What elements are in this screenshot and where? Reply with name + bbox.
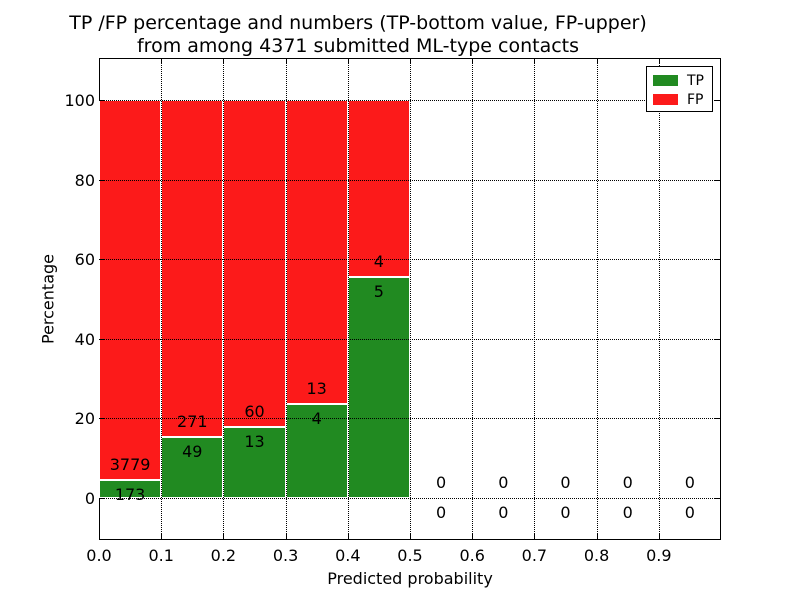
fp-count-label: 0	[684, 472, 695, 492]
plot-area: 3779 173 271 49 60 13 13 4 4 5 0 0 0 0 0 0 0 0 0 0	[99, 58, 721, 540]
x-tick-label: 0.4	[335, 546, 361, 565]
bar-tp-segment	[285, 404, 348, 498]
y-tick-label: 20	[74, 409, 95, 429]
bar-tp-segment	[99, 480, 162, 498]
y-tick-left	[100, 497, 105, 499]
y-tick-label: 80	[74, 170, 95, 190]
x-tick-bottom	[347, 534, 349, 539]
x-tick-top	[658, 59, 660, 64]
x-tick-top	[161, 59, 163, 64]
tp-count-label: 0	[498, 502, 509, 522]
bar-tp-segment	[161, 436, 224, 498]
tp-count-label: 0	[560, 502, 571, 522]
x-tick-label: 0.2	[210, 546, 237, 565]
bar-fp-segment	[347, 100, 410, 277]
x-tick-bottom	[161, 534, 163, 539]
y-tick-right	[715, 179, 720, 181]
bar-tp-segment	[223, 427, 286, 498]
tp-count-label: 0	[436, 502, 447, 522]
fp-count-label: 4	[373, 251, 384, 271]
bar-fp-segment	[223, 100, 286, 427]
fp-count-label: 0	[498, 472, 509, 492]
x-tick-bottom	[99, 534, 100, 539]
x-tick-top	[285, 59, 287, 64]
x-tick-label: 0.8	[583, 546, 610, 565]
x-tick-label: 0.9	[646, 546, 672, 565]
y-tick-right	[715, 100, 720, 102]
x-gridline	[410, 58, 411, 540]
bar-fp-segment	[99, 100, 162, 481]
tp-count-label: 0	[684, 502, 695, 522]
x-tick-top	[99, 59, 100, 64]
x-tick-bottom	[410, 534, 411, 539]
x-tick-label: 0.0	[86, 546, 112, 565]
y-tick-right	[715, 418, 720, 420]
x-tick-label: 0.3	[272, 546, 299, 565]
fp-count-label: 0	[436, 472, 447, 492]
x-gridline	[534, 58, 536, 540]
x-tick-bottom	[596, 534, 598, 539]
x-tick-top	[410, 59, 411, 64]
x-tick-bottom	[658, 534, 660, 539]
fp-count-label: 13	[306, 379, 327, 399]
x-tick-top	[223, 59, 225, 64]
x-gridline	[161, 58, 163, 540]
legend-swatch-tp-icon	[653, 75, 678, 86]
x-tick-top	[534, 59, 536, 64]
x-gridline	[347, 58, 349, 540]
legend-entry-fp: FP	[653, 90, 712, 109]
x-tick-top	[472, 59, 474, 64]
x-gridline	[658, 58, 660, 540]
y-tick-label: 100	[64, 91, 95, 111]
y-tick-right	[715, 497, 720, 499]
legend-label-fp: FP	[687, 91, 704, 108]
bar-tp-segment	[347, 276, 410, 498]
legend-entry-tp: TP	[653, 71, 712, 90]
tp-count-label: 4	[311, 409, 322, 429]
y-tick-right	[715, 338, 720, 340]
x-tick-label: 0.6	[459, 546, 485, 565]
y-tick-left	[100, 259, 105, 261]
chart-title: TP /FP percentage and numbers (TP-bottom…	[0, 12, 716, 58]
x-tick-bottom	[534, 534, 536, 539]
x-tick-bottom	[285, 534, 287, 539]
legend: TP FP	[646, 66, 713, 112]
x-tick-label: 0.7	[521, 546, 548, 565]
x-tick-bottom	[223, 534, 225, 539]
tp-count-label: 13	[244, 432, 265, 452]
fp-count-label: 0	[560, 472, 571, 492]
legend-swatch-fp-icon	[653, 94, 678, 105]
y-tick-left	[100, 418, 105, 420]
x-tick-label: 0.5	[397, 546, 423, 565]
tp-count-label: 5	[373, 281, 384, 301]
fp-count-label: 3779	[109, 455, 151, 475]
y-tick-label: 60	[74, 250, 95, 270]
x-axis-label: Predicted probability	[327, 569, 493, 588]
fp-count-label: 271	[177, 411, 208, 431]
x-gridline	[596, 58, 598, 540]
x-gridline	[472, 58, 474, 540]
x-gridline	[285, 58, 287, 540]
tp-count-label: 173	[114, 485, 146, 505]
x-tick-top	[347, 59, 349, 64]
bar-fp-segment	[161, 100, 224, 437]
legend-label-tp: TP	[687, 72, 704, 89]
tp-count-label: 0	[622, 502, 633, 522]
x-gridline	[223, 58, 225, 540]
chart-title-line1: TP /FP percentage and numbers (TP-bottom…	[69, 12, 647, 34]
y-tick-right	[715, 259, 720, 261]
x-tick-bottom	[472, 534, 474, 539]
tp-count-label: 49	[182, 441, 203, 461]
chart-title-line2: from among 4371 submitted ML-type contac…	[136, 35, 580, 57]
x-tick-top	[596, 59, 598, 64]
y-tick-left	[100, 179, 105, 181]
y-tick-left	[100, 338, 105, 340]
x-tick-label: 0.1	[148, 546, 174, 565]
y-tick-left	[100, 100, 105, 102]
y-tick-label: 40	[74, 329, 95, 349]
y-tick-label: 0	[84, 488, 95, 508]
fp-count-label: 60	[244, 402, 265, 422]
fp-count-label: 0	[622, 472, 633, 492]
